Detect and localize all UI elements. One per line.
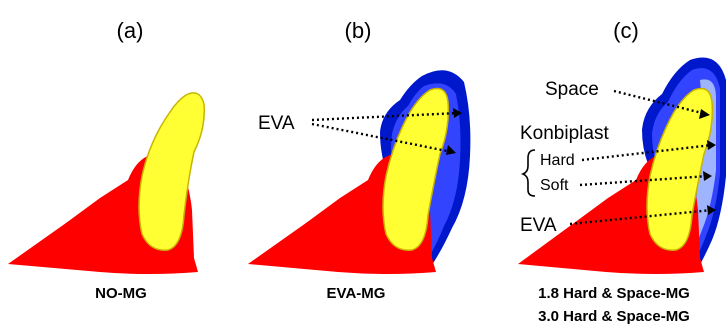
- panel-c: (c) Space Konbiplast Hard Soft EVA 1.8 H…: [518, 18, 726, 325]
- panel-c-soft-arrowhead: [703, 171, 712, 181]
- panel-b-tooth: [382, 87, 450, 251]
- panel-b-caption: EVA-MG: [327, 285, 386, 302]
- panel-a-label: (a): [117, 18, 144, 43]
- panel-b: (b) EVA EVA-MG: [248, 18, 471, 302]
- panel-c-eva-pointer: [569, 208, 713, 226]
- panel-c-caption-line-1: 1.8 Hard & Space-MG: [538, 285, 690, 302]
- panel-c-konbiplast-brace: [520, 149, 536, 197]
- panel-c-tooth: [646, 87, 714, 251]
- panel-c-hard-label: Hard: [540, 152, 575, 169]
- panel-a-caption: NO-MG: [95, 285, 147, 302]
- panel-b-eva-label: EVA: [258, 113, 295, 134]
- panel-c-hard-arrowhead: [707, 140, 716, 150]
- panel-b-eva-pointer-1: [311, 111, 459, 122]
- panel-c-label: (c): [613, 18, 639, 43]
- panel-c-konbiplast-label: Konbiplast: [520, 123, 609, 144]
- panel-c-caption-line-2: 3.0 Hard & Space-MG: [538, 308, 690, 325]
- panel-c-space-arrowhead: [699, 109, 710, 119]
- panel-b-eva-pointer-2: [311, 122, 453, 154]
- panel-c-space-label: Space: [545, 79, 599, 100]
- panel-b-eva-arrowhead-2: [446, 145, 456, 155]
- panel-a-tooth: [138, 92, 206, 251]
- panel-c-soft-label: Soft: [540, 177, 569, 194]
- panel-c-eva-arrowhead: [707, 205, 716, 215]
- panel-b-label: (b): [345, 18, 372, 43]
- panel-c-space-pointer: [613, 89, 707, 116]
- panel-c-eva-label: EVA: [520, 215, 557, 236]
- panel-c-hard-pointer: [581, 143, 713, 162]
- panel-b-eva-arrowhead-1: [453, 108, 462, 118]
- panel-c-soft-pointer: [579, 174, 709, 187]
- panel-a: (a) NO-MG: [8, 18, 206, 302]
